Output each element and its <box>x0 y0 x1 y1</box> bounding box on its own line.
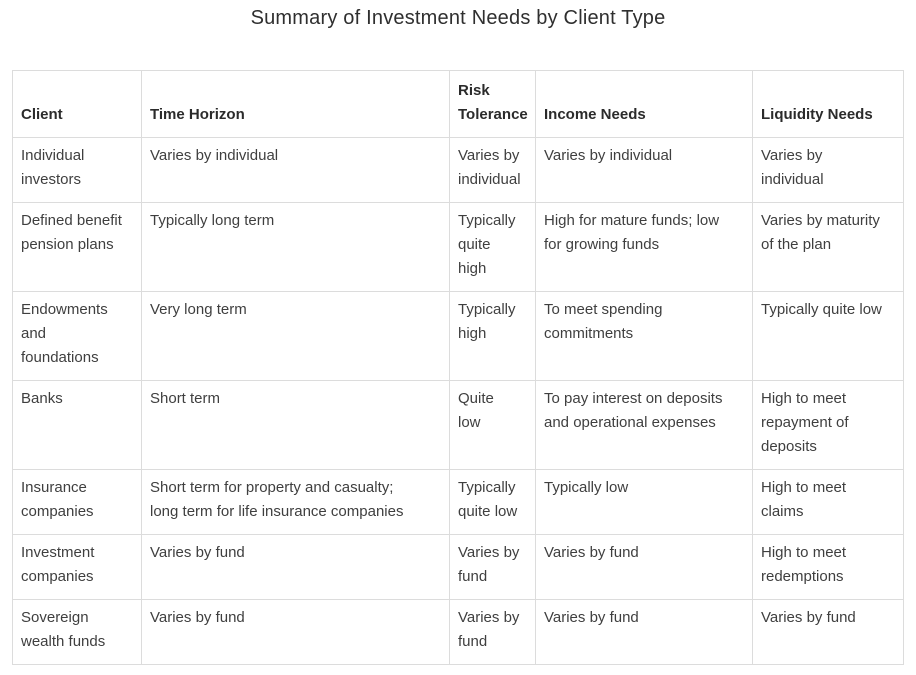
column-header-time-horizon: Time Horizon <box>141 70 450 138</box>
table-body: Individual investors Varies by individua… <box>12 137 904 665</box>
table-cell: Varies by fund <box>535 534 753 600</box>
table-cell: Varies by fund <box>752 599 904 665</box>
table-cell: Typically quite high <box>449 202 536 292</box>
table-cell: Individual investors <box>12 137 142 203</box>
row-banks: Banks Short term Quite low To pay intere… <box>12 380 904 470</box>
table-cell: High to meet repayment of deposits <box>752 380 904 470</box>
table-cell: To meet spending commitments <box>535 291 753 381</box>
table-cell: Varies by fund <box>449 534 536 600</box>
table-cell: Typically quite low <box>752 291 904 381</box>
row-sovereign-wealth-funds: Sovereign wealth funds Varies by fund Va… <box>12 599 904 665</box>
table-cell: Varies by fund <box>141 599 450 665</box>
column-header-client: Client <box>12 70 142 138</box>
table-cell: Short term for property and casualty; lo… <box>141 469 450 535</box>
column-header-income-needs: Income Needs <box>535 70 753 138</box>
table-cell: Investment companies <box>12 534 142 600</box>
row-investment-companies: Investment companies Varies by fund Vari… <box>12 534 904 600</box>
table-cell: High to meet claims <box>752 469 904 535</box>
table-cell: High to meet redemptions <box>752 534 904 600</box>
table-cell: Insurance companies <box>12 469 142 535</box>
table-cell: Typically high <box>449 291 536 381</box>
table-cell: Typically quite low <box>449 469 536 535</box>
table-cell: Varies by individual <box>449 137 536 203</box>
table-cell: Short term <box>141 380 450 470</box>
table-cell: Sovereign wealth funds <box>12 599 142 665</box>
table-cell: Quite low <box>449 380 536 470</box>
table-cell: Defined benefit pension plans <box>12 202 142 292</box>
table-cell: To pay interest on deposits and operatio… <box>535 380 753 470</box>
table-cell: Very long term <box>141 291 450 381</box>
row-individual-investors: Individual investors Varies by individua… <box>12 137 904 203</box>
header-row: Client Time Horizon Risk Tolerance Incom… <box>12 70 904 138</box>
investment-needs-table: Client Time Horizon Risk Tolerance Incom… <box>12 70 904 665</box>
table-cell: Varies by fund <box>535 599 753 665</box>
row-insurance-companies: Insurance companies Short term for prope… <box>12 469 904 535</box>
table-header: Client Time Horizon Risk Tolerance Incom… <box>12 70 904 138</box>
page-title: Summary of Investment Needs by Client Ty… <box>250 7 666 29</box>
row-defined-benefit-pension-plans: Defined benefit pension plans Typically … <box>12 202 904 292</box>
table-cell: Typically long term <box>141 202 450 292</box>
table-cell: Varies by individual <box>141 137 450 203</box>
table-cell: Varies by fund <box>449 599 536 665</box>
table-cell: Typically low <box>535 469 753 535</box>
column-header-risk-tolerance: Risk Tolerance <box>449 70 536 138</box>
table-cell: Banks <box>12 380 142 470</box>
table-cell: Varies by fund <box>141 534 450 600</box>
table-cell: Varies by individual <box>752 137 904 203</box>
table-cell: Varies by individual <box>535 137 753 203</box>
column-header-liquidity-needs: Liquidity Needs <box>752 70 904 138</box>
table-cell: High for mature funds; low for growing f… <box>535 202 753 292</box>
table-cell: Varies by maturity of the plan <box>752 202 904 292</box>
row-endowments-and-foundations: Endowments and foundations Very long ter… <box>12 291 904 381</box>
table-cell: Endowments and foundations <box>12 291 142 381</box>
